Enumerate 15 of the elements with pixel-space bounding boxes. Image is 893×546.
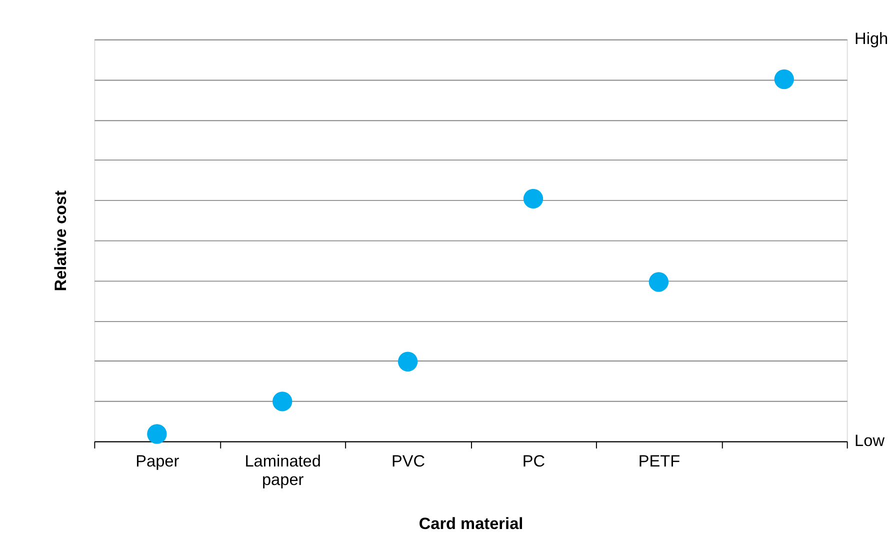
- point: [648, 272, 669, 292]
- point: [523, 188, 544, 209]
- y-axis-title: Relative cost: [52, 190, 70, 292]
- point: [774, 69, 794, 90]
- x-tick-label: PC: [522, 452, 546, 471]
- text: High: [854, 30, 888, 48]
- x-axis-title: Card material: [418, 515, 524, 534]
- x-tick-label: PVC: [392, 452, 426, 471]
- point: [398, 352, 418, 372]
- text: Low: [854, 432, 885, 450]
- point: [147, 424, 167, 444]
- x-tick-label: PETF: [638, 452, 680, 471]
- x-tick-label: Paper: [136, 452, 180, 471]
- point: [272, 392, 292, 412]
- x-tick-label: Laminated paper: [244, 452, 321, 489]
